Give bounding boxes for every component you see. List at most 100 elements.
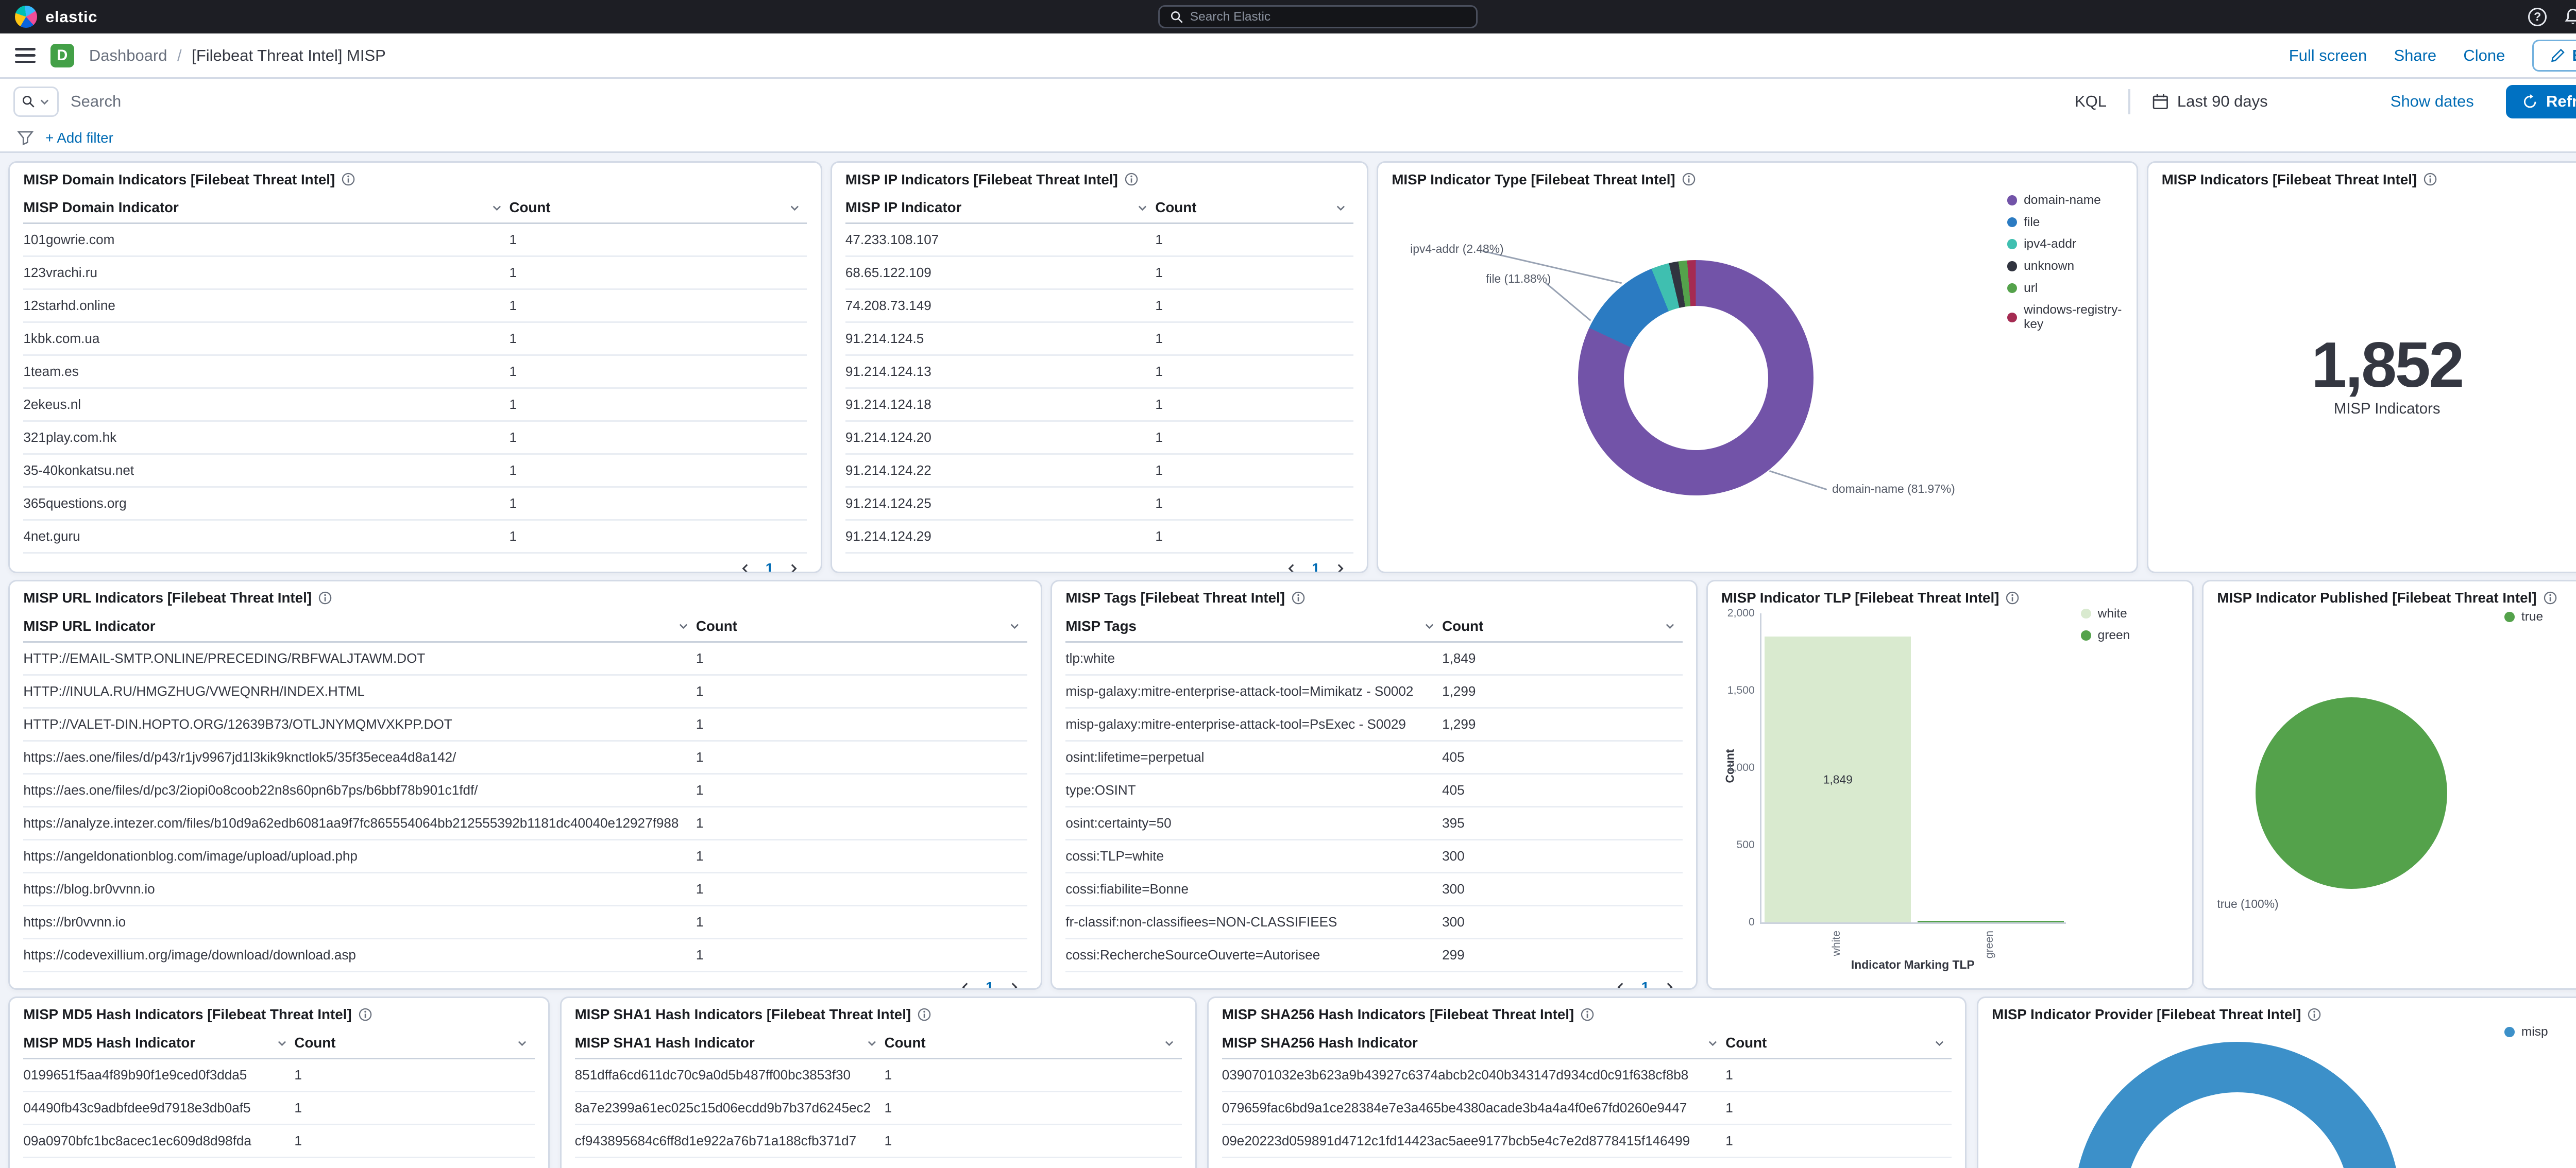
legend-item[interactable]: white — [2081, 607, 2130, 621]
table-row[interactable]: cf943895684c6ff8d1e922a76b71a188cfb371d7… — [574, 1125, 1182, 1158]
table-row[interactable]: cossi:RechercheSourceOuverte=Autorisee 2… — [1065, 939, 1683, 972]
table-row[interactable]: 47.233.108.107 1 — [845, 224, 1353, 257]
table-row[interactable]: 91.214.124.29 1 — [845, 521, 1353, 554]
table-row[interactable]: 1316d35f6472eb323ae2c8b75199fbb5 1 — [23, 1158, 534, 1168]
chevron-right-icon[interactable] — [787, 562, 800, 573]
table-row[interactable]: https://aes.one/files/d/pc3/2iopi0o8coob… — [23, 775, 1027, 808]
chevron-left-icon[interactable] — [1285, 562, 1298, 573]
page-number[interactable]: 1 — [765, 560, 774, 573]
info-icon[interactable] — [359, 1008, 372, 1021]
table-row[interactable]: f992abe8a67120667a01b88cd5bf11ca39d491a0… — [575, 1158, 1182, 1168]
column-header-md5[interactable]: MISP MD5 Hash Indicator — [23, 1026, 294, 1058]
table-row[interactable]: https://analyze.intezer.com/files/b10d9a… — [23, 808, 1027, 840]
table-row[interactable]: 851dffa6cd611dc70c9a0d5b487ff00bc3853f30… — [574, 1059, 1182, 1092]
table-row[interactable]: 0199651f5aa4f89b90f1e9ced0f3dda5 1 — [23, 1059, 535, 1092]
table-row[interactable]: https://angeldonationblog.com/image/uplo… — [23, 840, 1027, 873]
table-row[interactable]: 4net.guru 1 — [23, 521, 807, 554]
table-row[interactable]: fr-classif:non-classifiees=NON-CLASSIFIE… — [1065, 906, 1683, 939]
legend-item[interactable]: ipv4-addr — [2007, 237, 2137, 251]
table-row[interactable]: 91.214.124.22 1 — [845, 455, 1353, 488]
table-row[interactable]: 0390701032e3b623a9b43927c6374abcb2c040b3… — [1222, 1059, 1952, 1092]
table-row[interactable]: 91.214.124.18 1 — [845, 389, 1353, 422]
table-row[interactable]: 74.208.73.149 1 — [845, 290, 1353, 323]
table-row[interactable]: cossi:TLP=white 300 — [1065, 840, 1683, 873]
table-row[interactable]: 1team.es 1 — [23, 356, 807, 389]
page-number[interactable]: 1 — [986, 978, 994, 990]
legend-item[interactable]: unknown — [2007, 259, 2137, 273]
table-row[interactable]: 91.214.124.5 1 — [845, 323, 1353, 356]
table-row[interactable]: 0a0b908283ec320211e20527ebbb20cad17fc9a7… — [1222, 1158, 1952, 1168]
info-icon[interactable] — [1581, 1008, 1594, 1021]
edit-button[interactable]: Edit — [2532, 39, 2576, 72]
table-row[interactable]: type:OSINT 405 — [1065, 775, 1683, 808]
share-button[interactable]: Share — [2394, 46, 2437, 64]
help-icon[interactable] — [2528, 7, 2547, 26]
table-row[interactable]: 123vrachi.ru 1 — [23, 257, 807, 290]
column-header-count[interactable]: Count — [885, 1026, 1182, 1058]
table-row[interactable]: 91.214.124.25 1 — [845, 488, 1353, 521]
column-header-domain[interactable]: MISP Domain Indicator — [23, 191, 509, 222]
column-header-count[interactable]: Count — [509, 191, 807, 222]
column-header-ip[interactable]: MISP IP Indicator — [845, 191, 1155, 222]
indicator-type-donut-chart[interactable] — [1578, 260, 1814, 496]
table-row[interactable]: osint:lifetime=perpetual 405 — [1065, 742, 1683, 775]
dashboard-app-icon[interactable]: D — [50, 43, 74, 67]
table-row[interactable]: misp-galaxy:mitre-enterprise-attack-tool… — [1065, 676, 1683, 709]
column-header-count[interactable]: Count — [1442, 609, 1683, 641]
legend-item[interactable]: file — [2007, 215, 2137, 230]
info-icon[interactable] — [318, 591, 332, 605]
table-row[interactable]: 68.65.122.109 1 — [845, 257, 1353, 290]
info-icon[interactable] — [2308, 1008, 2321, 1021]
alerts-bell-icon[interactable] — [2564, 8, 2576, 26]
info-icon[interactable] — [1682, 173, 1696, 186]
table-row[interactable]: 09a0970bfc1bc8acec1ec609d8d98fda 1 — [23, 1125, 535, 1158]
legend-item[interactable]: domain-name — [2007, 193, 2137, 208]
chevron-right-icon[interactable] — [1663, 981, 1676, 990]
bar-white[interactable]: 1,849 — [1765, 636, 1911, 923]
full-screen-button[interactable]: Full screen — [2289, 46, 2367, 64]
clone-button[interactable]: Clone — [2463, 46, 2505, 64]
column-header-count[interactable]: Count — [696, 609, 1027, 641]
legend-item[interactable]: green — [2081, 628, 2130, 643]
chevron-left-icon[interactable] — [1614, 981, 1628, 990]
table-row[interactable]: 1kbk.com.ua 1 — [23, 323, 807, 356]
info-icon[interactable] — [1125, 173, 1138, 186]
chevron-right-icon[interactable] — [1007, 981, 1021, 990]
column-header-count[interactable]: Count — [1155, 191, 1353, 222]
table-row[interactable]: tlp:white 1,849 — [1065, 643, 1683, 676]
add-filter-button[interactable]: + Add filter — [45, 129, 113, 146]
table-row[interactable]: 079659fac6bd9a1ce28384e7e3a465be4380acad… — [1222, 1092, 1952, 1125]
table-row[interactable]: 91.214.124.13 1 — [845, 356, 1353, 389]
info-icon[interactable] — [342, 173, 355, 186]
table-row[interactable]: misp-galaxy:mitre-enterprise-attack-tool… — [1065, 709, 1683, 742]
table-row[interactable]: HTTP://INULA.RU/HMGZHUG/VWEQNRH/INDEX.HT… — [23, 676, 1027, 709]
table-row[interactable]: 04490fb43c9adbfdee9d7918e3db0af5 1 — [23, 1092, 535, 1125]
info-icon[interactable] — [2544, 591, 2557, 605]
table-row[interactable]: HTTP://VALET-DIN.HOPTO.ORG/12639B73/OTLJ… — [23, 709, 1027, 742]
elastic-home-link[interactable]: elastic — [15, 6, 97, 28]
query-menu-button[interactable] — [13, 87, 59, 117]
table-row[interactable]: 35-40konkatsu.net 1 — [23, 455, 807, 488]
table-row[interactable]: cossi:fiabilite=Bonne 300 — [1065, 873, 1683, 906]
legend-item[interactable]: misp — [2504, 1025, 2548, 1039]
bar-green[interactable] — [1918, 920, 2064, 923]
table-row[interactable]: https://blog.br0vvnn.io 1 — [23, 873, 1027, 906]
table-row[interactable]: 91.214.124.20 1 — [845, 422, 1353, 455]
published-pie-chart[interactable] — [2256, 697, 2448, 889]
table-row[interactable]: https://codevexillium.org/image/download… — [23, 939, 1027, 972]
table-row[interactable]: 101gowrie.com 1 — [23, 224, 807, 257]
table-row[interactable]: 365questions.org 1 — [23, 488, 807, 521]
time-range-picker[interactable]: Last 90 days — [2142, 92, 2278, 111]
page-number[interactable]: 1 — [1641, 978, 1650, 990]
chevron-left-icon[interactable] — [739, 562, 752, 573]
provider-donut-chart[interactable] — [2074, 1041, 2400, 1168]
column-header-tags[interactable]: MISP Tags — [1065, 609, 1442, 641]
table-row[interactable]: 09e20223d059891d4712c1fd14423ac5aee9177b… — [1222, 1125, 1952, 1158]
info-icon[interactable] — [2006, 591, 2019, 605]
refresh-button[interactable]: Refresh — [2505, 84, 2576, 119]
table-row[interactable]: 12starhd.online 1 — [23, 290, 807, 323]
legend-item[interactable]: true — [2504, 610, 2543, 624]
table-row[interactable]: 321play.com.hk 1 — [23, 422, 807, 455]
page-number[interactable]: 1 — [1312, 560, 1320, 573]
legend-item[interactable]: url — [2007, 281, 2137, 296]
